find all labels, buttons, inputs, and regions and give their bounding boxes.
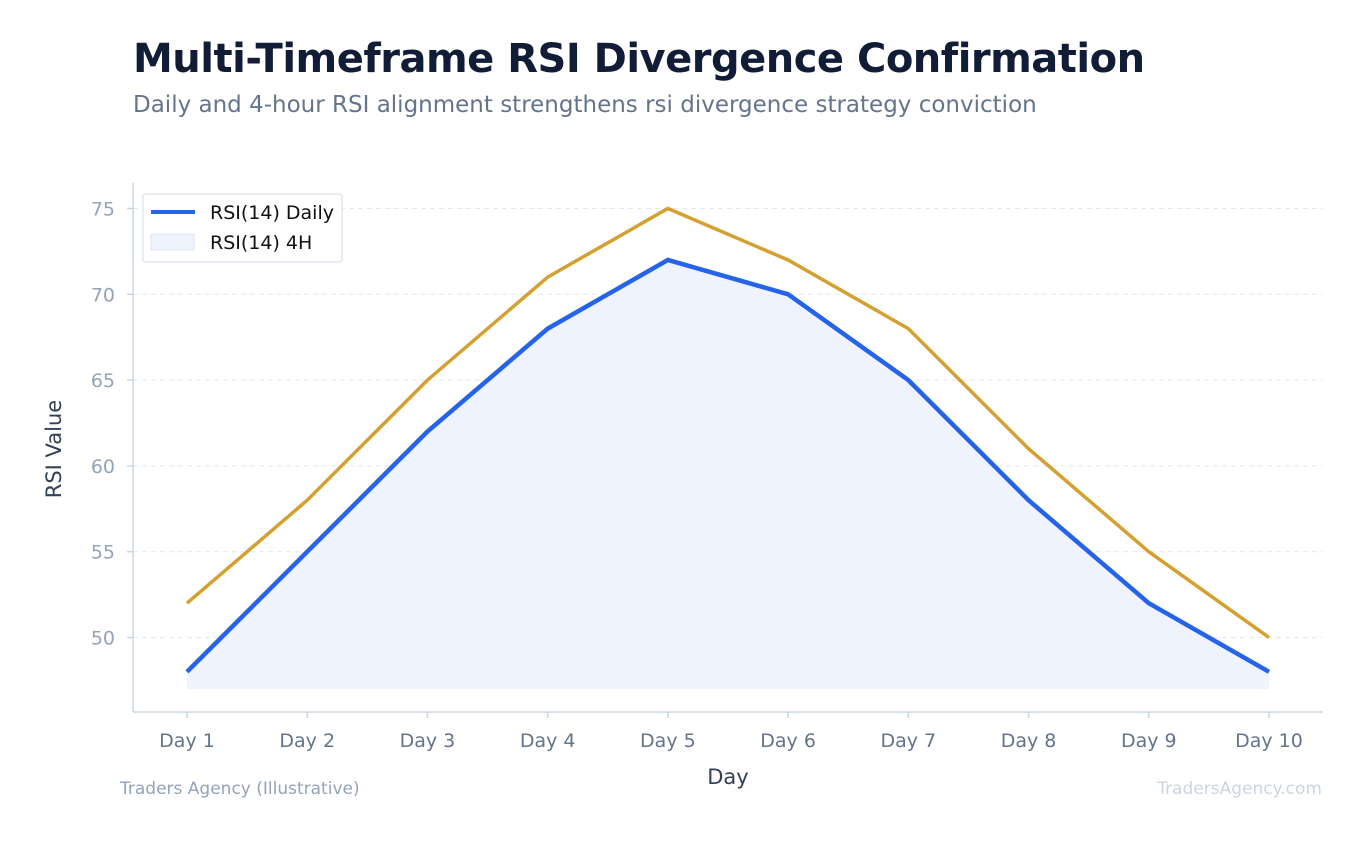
y-ticks: 50 55 60 65 70 75 bbox=[91, 199, 133, 650]
y-tick-label-65: 65 bbox=[91, 370, 115, 392]
y-tick-label-55: 55 bbox=[91, 542, 115, 564]
legend-label-4h: RSI(14) 4H bbox=[210, 232, 312, 254]
x-tick-label-1: Day 1 bbox=[159, 730, 215, 752]
y-tick-label-75: 75 bbox=[91, 199, 115, 221]
area-fill-daily bbox=[187, 259, 1269, 689]
x-axis-label: Day bbox=[707, 765, 748, 789]
source-note: Traders Agency (Illustrative) bbox=[120, 779, 360, 799]
x-tick-label-7: Day 7 bbox=[881, 730, 937, 752]
watermark: TradersAgency.com bbox=[1157, 779, 1322, 799]
series-line-4h bbox=[185, 206, 1271, 639]
x-tick-label-10: Day 10 bbox=[1235, 730, 1303, 752]
legend-label-daily: RSI(14) Daily bbox=[210, 202, 334, 224]
legend-swatch-4h bbox=[150, 233, 195, 251]
x-tick-label-2: Day 2 bbox=[279, 730, 335, 752]
x-ticks: Day 1 Day 2 Day 3 Day 4 Day 5 Day 6 Day 7 Day 8… bbox=[159, 712, 1303, 752]
area-layer bbox=[187, 259, 1269, 689]
x-tick-label-6: Day 6 bbox=[760, 730, 816, 752]
chart-title: Multi-Timeframe RSI Divergence Confirmat… bbox=[133, 36, 1145, 82]
axes bbox=[132, 183, 1323, 713]
y-axis-label: RSI Value bbox=[42, 400, 66, 498]
x-tick-label-8: Day 8 bbox=[1001, 730, 1057, 752]
series-lines bbox=[185, 206, 1271, 674]
chart-subtitle: Daily and 4-hour RSI alignment strengthe… bbox=[133, 92, 1037, 118]
x-tick-label-3: Day 3 bbox=[400, 730, 456, 752]
y-tick-label-70: 70 bbox=[91, 284, 115, 306]
x-tick-label-5: Day 5 bbox=[640, 730, 696, 752]
x-tick-label-9: Day 9 bbox=[1121, 730, 1177, 752]
y-tick-label-50: 50 bbox=[91, 628, 115, 650]
x-tick-label-4: Day 4 bbox=[520, 730, 576, 752]
legend: RSI(14) Daily RSI(14) 4H bbox=[142, 193, 343, 263]
y-tick-label-60: 60 bbox=[91, 456, 115, 478]
series-line-daily bbox=[185, 257, 1271, 674]
